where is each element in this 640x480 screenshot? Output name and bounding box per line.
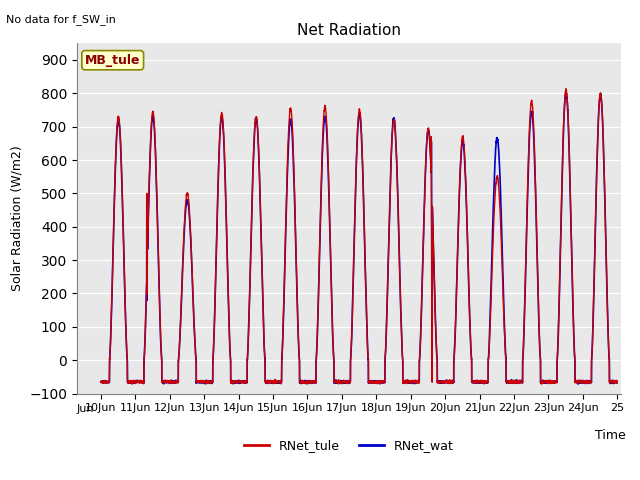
RNet_tule [446, 379, 454, 384]
Y-axis label: Solar Radiation (W/m2): Solar Radiation (W/m2) [10, 145, 24, 291]
RNet_wat [504, 378, 511, 384]
RNet_tule [613, 379, 621, 385]
RNet_wat [446, 380, 454, 386]
Legend: RNet_tule, RNet_wat: RNet_tule, RNet_wat [239, 434, 459, 457]
RNet_wat [613, 380, 621, 385]
RNet_wat [562, 90, 570, 96]
RNet_wat [475, 379, 483, 385]
Line: RNet_tule: RNet_tule [101, 89, 617, 384]
RNet_tule [340, 379, 348, 384]
Text: Time: Time [595, 429, 626, 442]
RNet_wat [190, 312, 198, 318]
RNet_tule [190, 312, 198, 318]
RNet_tule [475, 379, 483, 384]
RNet_tule [613, 379, 621, 384]
RNet_wat [613, 380, 621, 385]
Text: Jun: Jun [77, 404, 94, 414]
RNet_tule [97, 379, 105, 384]
RNet_tule [562, 86, 570, 92]
Title: Net Radiation: Net Radiation [297, 23, 401, 38]
Text: No data for f_SW_in: No data for f_SW_in [6, 14, 116, 25]
Line: RNet_wat: RNet_wat [101, 93, 617, 384]
RNet_tule [504, 378, 512, 384]
RNet_wat [574, 381, 582, 387]
RNet_tule [129, 381, 136, 387]
RNet_wat [97, 379, 105, 384]
RNet_wat [340, 379, 348, 384]
Text: MB_tule: MB_tule [85, 54, 140, 67]
